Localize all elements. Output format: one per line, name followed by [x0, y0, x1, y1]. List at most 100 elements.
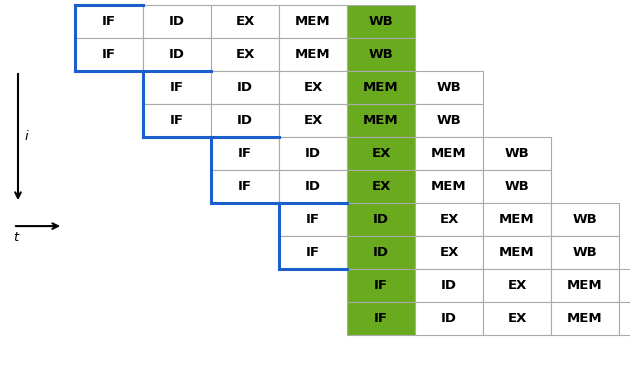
Text: WB: WB	[573, 246, 597, 259]
Text: IF: IF	[374, 279, 388, 292]
Bar	[415, 170, 483, 203]
Text: EX: EX	[303, 81, 323, 94]
Bar	[211, 38, 279, 71]
Bar	[211, 170, 279, 203]
Text: ID: ID	[237, 114, 253, 127]
Bar	[347, 5, 415, 38]
Text: ID: ID	[169, 15, 185, 28]
Bar	[347, 104, 415, 137]
Bar	[415, 203, 483, 236]
Text: EX: EX	[371, 180, 391, 193]
Text: ID: ID	[305, 180, 321, 193]
Text: EX: EX	[236, 48, 255, 61]
Text: WB: WB	[505, 180, 529, 193]
Text: IF: IF	[102, 48, 116, 61]
Bar	[415, 302, 483, 335]
Text: MEM: MEM	[567, 312, 603, 325]
Bar	[483, 302, 551, 335]
Bar	[347, 203, 415, 236]
Text: WB: WB	[505, 147, 529, 160]
Text: ID: ID	[373, 213, 389, 226]
Bar	[483, 137, 551, 170]
Bar	[347, 170, 415, 203]
Text: MEM: MEM	[567, 279, 603, 292]
Bar	[143, 5, 211, 38]
Bar	[211, 104, 279, 137]
Bar	[619, 302, 630, 335]
Text: ID: ID	[441, 279, 457, 292]
Text: WB: WB	[369, 15, 393, 28]
Bar	[415, 71, 483, 104]
Text: MEM: MEM	[295, 48, 331, 61]
Bar	[279, 170, 347, 203]
Bar	[347, 302, 415, 335]
Bar	[415, 137, 483, 170]
Text: EX: EX	[439, 213, 459, 226]
Bar	[279, 38, 347, 71]
Bar	[279, 71, 347, 104]
Text: IF: IF	[170, 81, 184, 94]
Bar	[347, 38, 415, 71]
Text: MEM: MEM	[431, 147, 467, 160]
Bar	[143, 38, 211, 71]
Text: IF: IF	[306, 246, 320, 259]
Text: IF: IF	[170, 114, 184, 127]
Text: ID: ID	[237, 81, 253, 94]
Text: ID: ID	[169, 48, 185, 61]
Bar	[483, 269, 551, 302]
Bar	[279, 203, 347, 236]
Bar	[415, 236, 483, 269]
Text: EX: EX	[371, 147, 391, 160]
Text: ID: ID	[441, 312, 457, 325]
Text: MEM: MEM	[295, 15, 331, 28]
Text: EX: EX	[236, 15, 255, 28]
Text: WB: WB	[369, 48, 393, 61]
Text: MEM: MEM	[431, 180, 467, 193]
Text: IF: IF	[238, 147, 252, 160]
Bar	[211, 137, 279, 170]
Text: MEM: MEM	[499, 213, 535, 226]
Text: IF: IF	[306, 213, 320, 226]
Text: MEM: MEM	[499, 246, 535, 259]
Text: EX: EX	[303, 114, 323, 127]
Text: IF: IF	[374, 312, 388, 325]
Bar	[347, 269, 415, 302]
Bar	[143, 71, 211, 104]
Text: WB: WB	[437, 81, 461, 94]
Bar	[483, 170, 551, 203]
Text: EX: EX	[507, 312, 527, 325]
Bar	[279, 236, 347, 269]
Bar	[347, 236, 415, 269]
Bar	[279, 104, 347, 137]
Bar	[143, 104, 211, 137]
Bar	[75, 5, 143, 38]
Text: WB: WB	[437, 114, 461, 127]
Bar	[551, 302, 619, 335]
Bar	[551, 236, 619, 269]
Text: MEM: MEM	[363, 81, 399, 94]
Bar	[211, 5, 279, 38]
Text: IF: IF	[102, 15, 116, 28]
Bar	[415, 269, 483, 302]
Bar	[347, 71, 415, 104]
Bar	[279, 137, 347, 170]
Bar	[415, 104, 483, 137]
Text: EX: EX	[507, 279, 527, 292]
Bar	[551, 203, 619, 236]
Bar	[347, 137, 415, 170]
Text: EX: EX	[439, 246, 459, 259]
Bar	[211, 71, 279, 104]
Text: i: i	[25, 131, 28, 144]
Text: IF: IF	[238, 180, 252, 193]
Text: WB: WB	[573, 213, 597, 226]
Bar	[75, 38, 143, 71]
Bar	[279, 5, 347, 38]
Text: ID: ID	[373, 246, 389, 259]
Bar	[551, 269, 619, 302]
Text: MEM: MEM	[363, 114, 399, 127]
Text: t: t	[13, 231, 18, 244]
Text: ID: ID	[305, 147, 321, 160]
Bar	[483, 203, 551, 236]
Bar	[619, 269, 630, 302]
Bar	[483, 236, 551, 269]
